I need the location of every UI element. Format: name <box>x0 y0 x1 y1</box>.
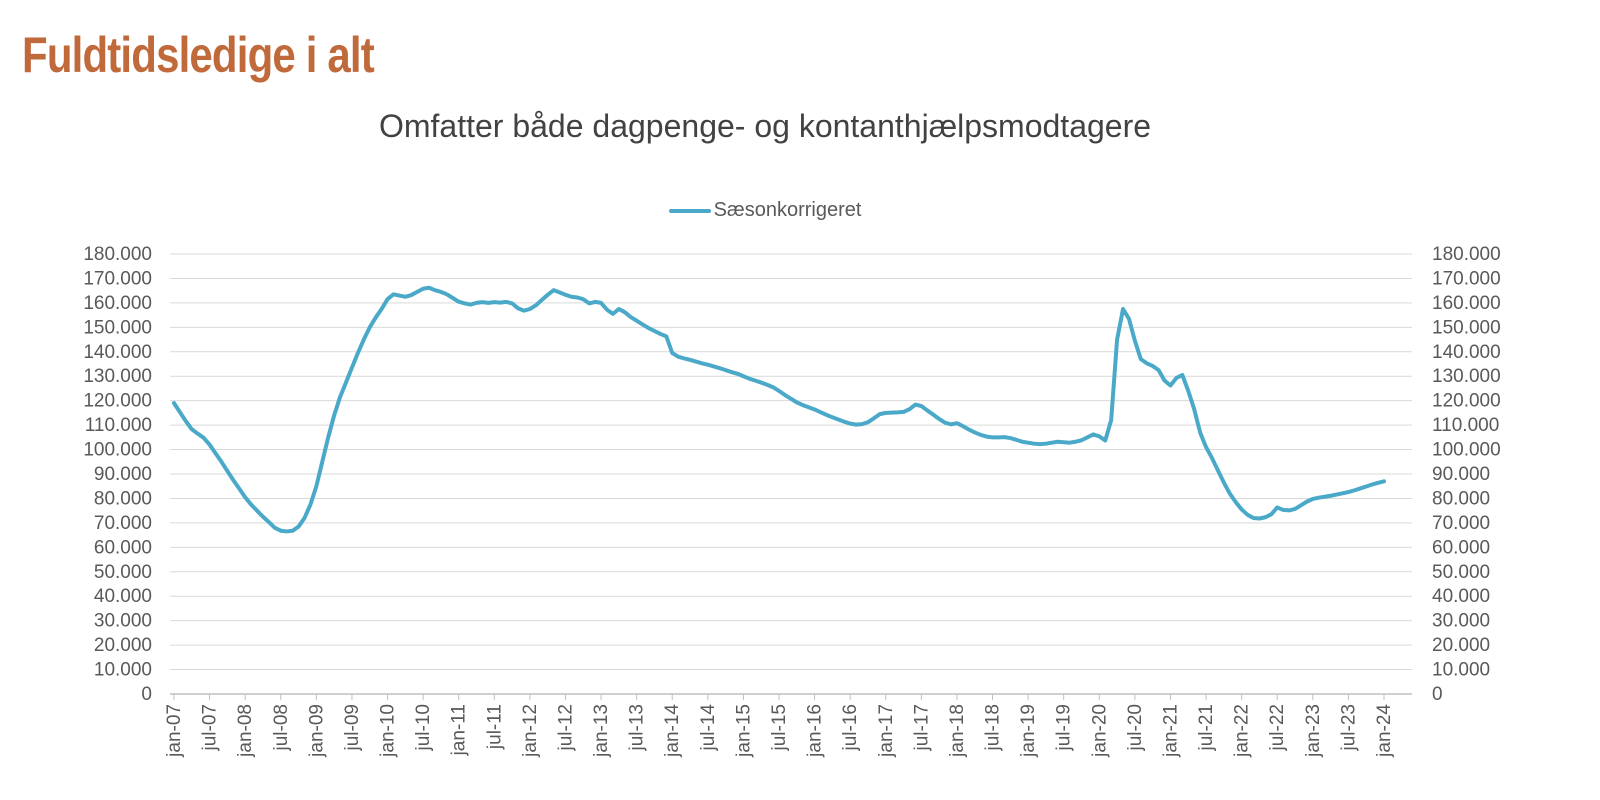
svg-text:jul-22: jul-22 <box>1267 704 1288 751</box>
svg-text:jul-07: jul-07 <box>200 704 221 751</box>
svg-text:120.000: 120.000 <box>83 391 152 412</box>
legend-label: Sæsonkorrigeret <box>713 199 862 221</box>
svg-text:jul-21: jul-21 <box>1196 704 1217 751</box>
svg-text:170.000: 170.000 <box>83 268 152 289</box>
svg-text:170.000: 170.000 <box>1432 268 1501 289</box>
svg-text:jan-19: jan-19 <box>1018 704 1039 758</box>
svg-text:jul-10: jul-10 <box>413 704 434 751</box>
svg-text:jan-18: jan-18 <box>947 704 968 758</box>
svg-text:jul-13: jul-13 <box>627 704 648 751</box>
svg-text:60.000: 60.000 <box>94 537 152 558</box>
svg-text:jan-24: jan-24 <box>1374 704 1395 758</box>
svg-text:140.000: 140.000 <box>1432 342 1501 363</box>
svg-text:jul-18: jul-18 <box>983 704 1004 751</box>
svg-text:jul-09: jul-09 <box>342 704 363 751</box>
svg-text:jan-20: jan-20 <box>1089 704 1110 758</box>
svg-text:jul-15: jul-15 <box>769 704 790 751</box>
svg-text:130.000: 130.000 <box>1432 366 1501 387</box>
svg-text:70.000: 70.000 <box>94 513 152 534</box>
svg-text:jul-23: jul-23 <box>1338 704 1359 751</box>
svg-text:80.000: 80.000 <box>1432 488 1490 509</box>
svg-text:90.000: 90.000 <box>94 464 152 485</box>
svg-text:jan-12: jan-12 <box>520 704 541 758</box>
svg-text:150.000: 150.000 <box>83 317 152 338</box>
legend-line-swatch <box>668 208 711 213</box>
svg-text:jan-09: jan-09 <box>306 704 327 758</box>
svg-text:jan-13: jan-13 <box>591 704 612 758</box>
svg-text:120.000: 120.000 <box>1432 391 1501 412</box>
svg-text:50.000: 50.000 <box>94 562 152 583</box>
svg-text:jul-17: jul-17 <box>911 704 932 751</box>
svg-text:10.000: 10.000 <box>94 660 152 681</box>
svg-text:20.000: 20.000 <box>1432 635 1490 656</box>
svg-text:160.000: 160.000 <box>83 293 152 314</box>
svg-text:70.000: 70.000 <box>1432 513 1490 534</box>
svg-text:130.000: 130.000 <box>83 366 152 387</box>
svg-text:jan-11: jan-11 <box>449 704 470 756</box>
svg-text:jan-08: jan-08 <box>235 704 256 758</box>
svg-text:20.000: 20.000 <box>94 635 152 656</box>
svg-text:jul-20: jul-20 <box>1125 704 1146 751</box>
svg-text:0: 0 <box>1432 684 1443 705</box>
svg-text:jan-16: jan-16 <box>805 704 826 758</box>
svg-text:jan-14: jan-14 <box>662 704 683 758</box>
svg-text:50.000: 50.000 <box>1432 562 1490 583</box>
svg-text:jul-08: jul-08 <box>271 704 292 751</box>
svg-text:jan-21: jan-21 <box>1160 704 1181 758</box>
svg-text:jan-17: jan-17 <box>876 704 897 758</box>
svg-text:110.000: 110.000 <box>1432 415 1499 436</box>
svg-text:jan-22: jan-22 <box>1232 704 1253 758</box>
chart-title: Omfatter både dagpenge- og kontanthjælps… <box>378 108 1152 144</box>
svg-text:30.000: 30.000 <box>94 611 152 632</box>
svg-text:90.000: 90.000 <box>1432 464 1490 485</box>
page-title: Fuldtidsledige i alt <box>22 27 375 83</box>
svg-text:100.000: 100.000 <box>1432 440 1501 461</box>
svg-text:80.000: 80.000 <box>94 488 152 509</box>
svg-text:180.000: 180.000 <box>1432 244 1501 265</box>
svg-text:40.000: 40.000 <box>1432 586 1490 607</box>
svg-text:140.000: 140.000 <box>83 342 152 363</box>
svg-text:180.000: 180.000 <box>83 244 152 265</box>
svg-text:40.000: 40.000 <box>94 586 152 607</box>
svg-text:10.000: 10.000 <box>1432 660 1490 681</box>
svg-text:110.000: 110.000 <box>85 415 152 436</box>
svg-text:jan-15: jan-15 <box>733 704 754 758</box>
svg-text:60.000: 60.000 <box>1432 537 1490 558</box>
svg-text:jul-19: jul-19 <box>1054 704 1075 751</box>
svg-text:jan-10: jan-10 <box>378 704 399 758</box>
chart-legend: Sæsonkorrigeret <box>0 199 1530 222</box>
svg-text:jul-16: jul-16 <box>840 704 861 751</box>
svg-text:150.000: 150.000 <box>1432 317 1501 338</box>
svg-text:0: 0 <box>141 684 152 705</box>
svg-text:160.000: 160.000 <box>1432 293 1501 314</box>
svg-text:jan-23: jan-23 <box>1303 704 1324 758</box>
svg-text:30.000: 30.000 <box>1432 611 1490 632</box>
svg-text:jul-12: jul-12 <box>555 704 576 751</box>
svg-text:jul-14: jul-14 <box>698 704 719 752</box>
svg-text:jan-07: jan-07 <box>164 704 185 758</box>
svg-text:100.000: 100.000 <box>83 440 152 461</box>
svg-text:jul-11: jul-11 <box>484 704 505 750</box>
